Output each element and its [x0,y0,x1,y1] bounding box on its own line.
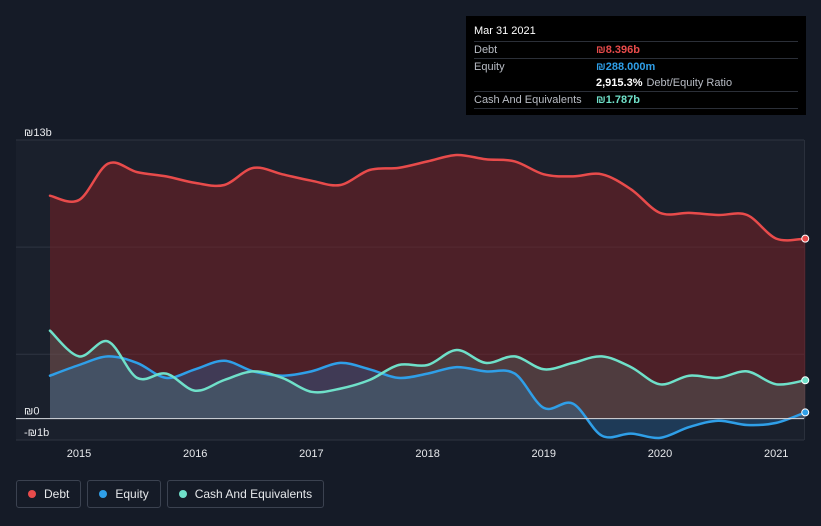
tooltip-ratio-label: Debt/Equity Ratio [646,77,733,89]
axis-ticks: ₪13b ₪0 -₪1b 2015 2016 2017 2018 2019 2020 2021 [24,127,788,460]
tooltip-debt-label: Debt [474,44,498,56]
line-cash [48,329,807,394]
tooltip-cash-label: Cash And Equivalents [474,94,582,106]
y-tick-label: ₪13b [24,127,52,139]
x-tick-label: 2021 [764,448,788,460]
end-marker-cash [801,376,810,385]
tooltip-debt-row: Debt ₪8.396b [474,41,798,58]
y-tick-label: ₪0 [24,406,39,418]
legend-label-debt: Debt [44,487,70,501]
legend-item-debt[interactable]: Debt [16,480,82,508]
tooltip-cash-value: ₪1.787b [596,94,640,106]
line-debt [48,153,807,242]
end-marker-equity [801,408,810,417]
equity-dot-icon [99,490,108,498]
tooltip-equity-value: ₪288.000m [596,61,656,73]
tooltip-date: Mar 31 2021 [474,25,536,37]
debt-dot-icon [28,490,36,498]
x-tick-label: 2016 [183,448,207,460]
tooltip-equity-label: Equity [474,61,505,73]
tooltip-cash-row: Cash And Equivalents ₪1.787b [474,91,798,109]
series-end-markers [801,234,810,417]
legend-label-equity: Equity [115,487,149,501]
tooltip-ratio-row: 2,915.3% Debt/Equity Ratio [474,75,798,91]
tooltip-debt-value: ₪8.396b [596,44,640,56]
x-tick-label: 2017 [299,448,323,460]
end-marker-debt [801,234,810,243]
area-debt [50,154,806,419]
tooltip-panel: Mar 31 2021 Debt ₪8.396b Equity ₪288.000… [466,16,806,115]
legend-label-cash: Cash And Equivalents [194,487,313,501]
series-lines [48,153,807,440]
x-tick-label: 2020 [648,448,672,460]
x-tick-label: 2018 [415,448,439,460]
y-tick-label: -₪1b [24,427,49,439]
legend: Debt Equity Cash And Equivalents [16,480,325,508]
tooltip-ratio-value: 2,915.3% [596,77,643,89]
legend-item-cash[interactable]: Cash And Equivalents [166,480,325,508]
x-tick-label: 2019 [532,448,556,460]
tooltip-equity-row: Equity ₪288.000m [474,58,798,75]
legend-item-equity[interactable]: Equity [87,480,161,508]
cash-dot-icon [178,490,187,498]
area-equity [50,356,806,439]
x-tick-label: 2015 [67,448,91,460]
